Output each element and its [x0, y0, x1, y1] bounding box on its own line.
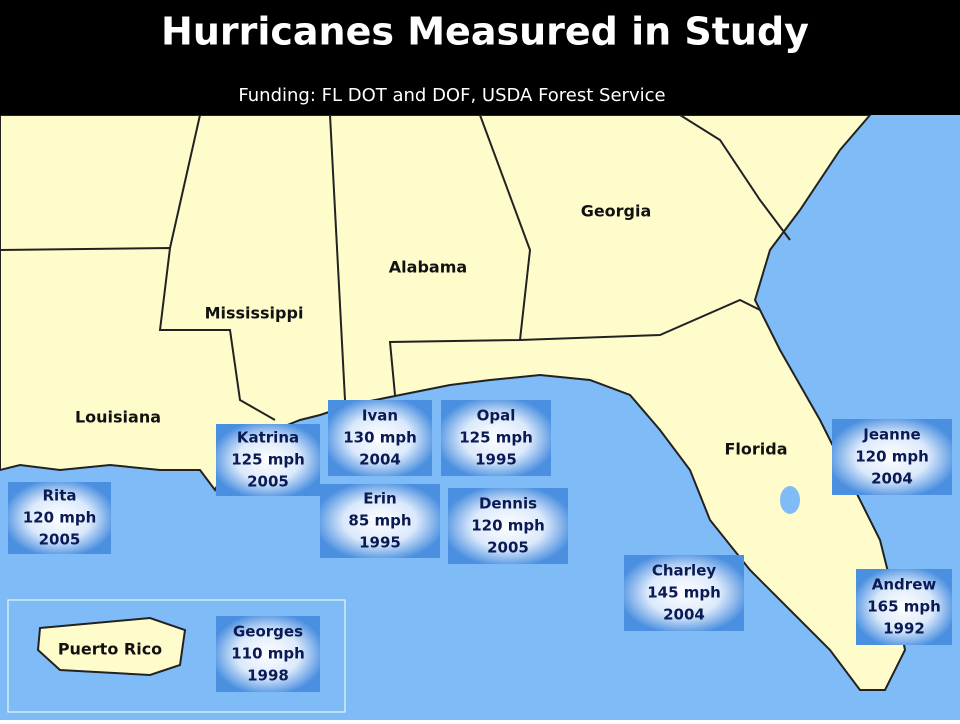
hurricane-year: 1992 — [883, 620, 925, 638]
hurricane-name: Georges — [233, 623, 303, 641]
hurricane-year: 1995 — [475, 451, 517, 469]
hurricane-year: 2005 — [487, 539, 529, 557]
hurricane-name: Jeanne — [862, 426, 920, 444]
hurricane-speed: 125 mph — [231, 451, 305, 469]
hurricane-name: Erin — [363, 490, 396, 508]
header-bar — [0, 0, 960, 115]
hurricane-box — [320, 484, 440, 558]
hurricane-box — [441, 400, 551, 476]
hurricane-name: Dennis — [479, 495, 537, 513]
state-borders — [0, 114, 791, 421]
state-label: Florida — [724, 440, 787, 459]
hurricane-speed: 145 mph — [647, 584, 721, 602]
hurricane-speed: 120 mph — [471, 517, 545, 535]
hurricane-speed: 120 mph — [855, 448, 929, 466]
hurricane-year: 2004 — [359, 451, 401, 469]
hurricane-year: 2005 — [247, 473, 289, 491]
state-label: Mississippi — [205, 304, 304, 323]
hurricane-year: 2004 — [871, 470, 913, 488]
lake — [780, 486, 800, 514]
hurricane-year: 1995 — [359, 534, 401, 552]
subtitle: Funding: FL DOT and DOF, USDA Forest Ser… — [238, 85, 665, 106]
hurricane-year: 2005 — [39, 531, 81, 549]
hurricane-box — [832, 419, 952, 495]
hurricane-speed: 85 mph — [348, 512, 411, 530]
hurricane-speed: 165 mph — [867, 598, 941, 616]
land — [0, 114, 907, 691]
inset-frame — [7, 599, 346, 713]
inset-label: Puerto Rico — [58, 640, 162, 659]
state-label: Louisiana — [75, 408, 161, 427]
hurricane-box — [216, 616, 320, 692]
hurricane-box — [216, 424, 320, 496]
hurricane-speed: 110 mph — [231, 645, 305, 663]
hurricane-box — [448, 488, 568, 564]
title: Hurricanes Measured in Study — [161, 10, 809, 54]
hurricane-year: 2004 — [663, 606, 705, 624]
puerto-rico — [36, 616, 187, 677]
hurricane-box — [8, 482, 111, 554]
hurricane-box — [328, 400, 432, 476]
hurricane-name: Charley — [652, 562, 717, 580]
hurricane-box — [856, 569, 952, 645]
state-label: Alabama — [389, 258, 467, 277]
hurricane-box — [624, 555, 744, 631]
hurricane-name: Opal — [477, 407, 516, 425]
hurricane-name: Rita — [43, 487, 77, 505]
hurricane-speed: 130 mph — [343, 429, 417, 447]
hurricane-speed: 120 mph — [23, 509, 97, 527]
hurricane-name: Andrew — [872, 576, 937, 594]
hurricane-speed: 125 mph — [459, 429, 533, 447]
hurricane-name: Ivan — [362, 407, 398, 425]
hurricane-name: Katrina — [237, 429, 299, 447]
state-label: Georgia — [581, 202, 652, 221]
hurricane-year: 1998 — [247, 667, 289, 685]
